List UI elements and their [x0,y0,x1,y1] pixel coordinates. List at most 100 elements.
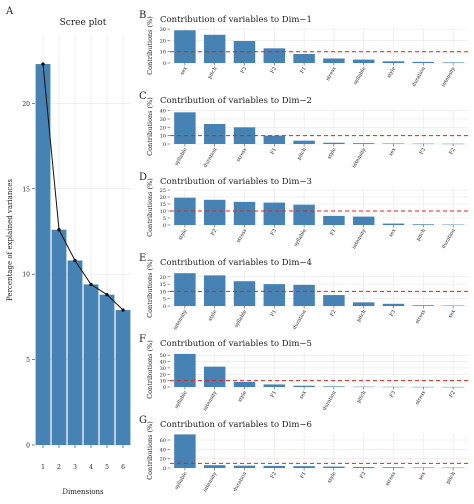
tick-label-x: pitch [445,470,457,485]
tick-label-y: 30 [160,27,166,33]
y-axis-label: Contributions (%) [146,16,154,75]
tick-label-y: 15 [160,282,166,288]
tick-label-x: F2 [270,66,279,75]
tick-label-x: syllable [174,147,189,167]
scree-point [41,62,45,66]
panel-label: D [139,172,147,183]
tick-label-y: 5 [163,216,166,222]
tick-label-x: pitch [415,227,427,242]
contribution-bar [352,59,375,63]
scree-bar [115,310,131,445]
panel-label: B [139,10,146,21]
contribution-bar [174,353,196,387]
y-axis-label: Contributions (%) [146,340,154,399]
tick-label-y: 15 [160,202,166,208]
tick-label-x: stress [236,228,249,244]
contribution-bar [442,62,464,63]
tick-label-x: style [326,471,337,484]
tick-label-y: 40 [160,109,166,115]
tick-label-y: 10 [160,289,166,295]
tick-label-x: intensity [351,228,367,250]
contribution-bar [382,61,405,63]
tick-label-x: pitch [356,389,368,404]
tick-label-x: style [237,390,248,403]
contribution-bar [263,48,286,63]
scree-bar [67,260,83,445]
tick-label-x: stress [414,309,427,325]
tick-label-x: F1 [270,147,279,156]
tick-label-x: F3 [389,390,398,399]
tick-label-y: 60 [160,438,166,444]
tick-label-y: 20 [22,101,30,108]
tick-label-y: 20 [160,457,166,463]
tick-label-y: 20 [160,38,166,44]
contribution-bar [412,305,435,306]
scree-point [57,228,61,232]
tick-label-x: intensity [202,471,218,493]
tick-label-y: 20 [160,195,166,201]
tick-label-x: style [177,228,188,241]
chart-title: Contribution of variables to Dim−6 [160,420,312,430]
tick-label-x: intensity [202,390,218,412]
tick-label-x: F2 [210,228,219,237]
tick-label-y: 20 [160,372,166,378]
contribution-bar [323,215,345,225]
tick-label-y: 0 [163,223,166,229]
tick-label-x: sex [298,390,307,400]
contribution-bar [233,201,256,225]
contribution-bar [323,58,345,63]
y-axis-label: Contributions (%) [146,97,154,156]
contribution-bar [382,467,405,468]
tick-label-x: duration [441,227,457,249]
tick-label-x: duration [322,389,338,411]
tick-label-x: 6 [121,464,125,471]
tick-label-x: F3 [359,471,368,480]
tick-label-x: F1 [299,471,308,480]
contribution-bar [174,112,196,144]
tick-label-y: 40 [160,447,166,453]
tick-label-y: 40 [160,360,166,366]
tick-label-y: 0 [163,385,166,391]
tick-label-x: sex [388,228,397,238]
tick-label-y: 25 [160,188,166,194]
tick-label-y: 5 [163,297,166,303]
tick-label-y: 20 [160,125,166,131]
contribution-bar [293,466,315,468]
tick-label-y: 30 [160,366,166,372]
tick-label-x: 2 [57,464,61,471]
panel-label: C [139,91,147,102]
chart-title: Contribution of variables to Dim−4 [160,258,312,268]
contribution-bar [323,386,345,387]
tick-label-x: stress [414,390,427,406]
tick-label-x: intensity [172,309,188,331]
tick-label-x: stress [325,66,338,82]
tick-label-x: syllable [353,66,368,86]
contribution-bar [382,143,405,144]
contribution-bar [382,223,405,225]
tick-label-y: 5 [26,357,30,364]
contribution-bar [323,466,345,468]
tick-label-x: F3 [240,66,249,75]
contribution-bar [263,465,286,468]
contribution-bar [203,366,226,387]
tick-label-y: 0 [163,61,166,67]
contribution-bar [352,302,375,306]
contribution-bar [293,385,315,387]
tick-label-x: syllable [174,390,189,410]
scree-bar [99,294,115,445]
panel-label: G [139,415,147,426]
contribution-bar [233,465,256,468]
tick-label-y: 10 [22,272,30,279]
tick-label-x: F1 [329,228,338,237]
contribution-bar [174,30,196,63]
contribution-bar [293,140,315,144]
y-axis-label: Percentage of explained variances [6,179,14,301]
contribution-bar [203,34,226,63]
tick-label-x: pitch [356,308,368,323]
contribution-bar [174,434,196,468]
y-axis-label: Contributions (%) [146,421,154,480]
tick-label-y: 30 [160,117,166,123]
contribution-bar [263,135,286,144]
tick-label-y: 0 [163,142,166,148]
